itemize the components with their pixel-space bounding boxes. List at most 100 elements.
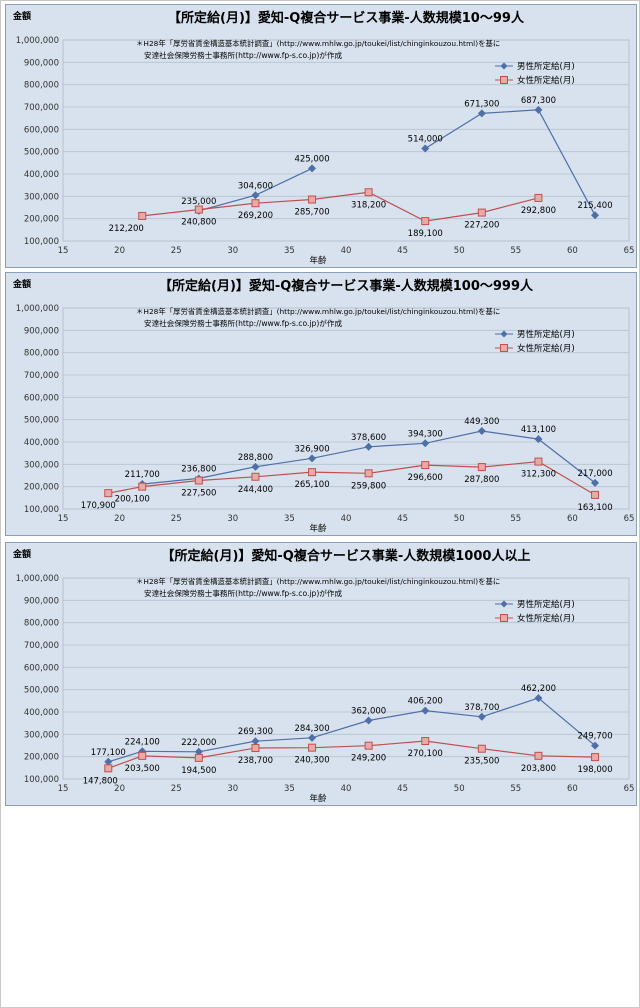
data-point: [534, 694, 543, 703]
chart-title: 【所定給(月)】愛知-Q複合サービス事業-人数規模1000人以上: [162, 548, 531, 564]
data-point: [364, 741, 373, 750]
source-note-line-1: ＊H28年「厚労省賃金構造基本統計調査」(http://www.mhlw.go.…: [136, 307, 500, 316]
data-label: 211,700: [125, 470, 160, 480]
legend-marker: [500, 614, 508, 622]
y-tick-label: 800,000: [24, 349, 59, 359]
data-point: [534, 457, 543, 466]
data-point: [138, 211, 147, 220]
data-label: 170,900: [81, 501, 116, 511]
y-tick-label: 900,000: [24, 58, 59, 68]
data-label: 203,800: [521, 764, 556, 774]
data-label: 147,800: [83, 776, 118, 786]
y-tick-label: 400,000: [24, 708, 59, 718]
x-tick-label: 20: [114, 514, 125, 524]
data-point: [138, 482, 147, 491]
legend-marker: [500, 76, 508, 84]
data-label: 296,600: [408, 473, 443, 483]
legend-marker: [500, 330, 508, 338]
data-label: 222,000: [181, 738, 216, 748]
data-point: [364, 469, 373, 478]
x-tick-label: 60: [567, 784, 578, 794]
x-tick-label: 55: [510, 514, 521, 524]
x-tick-label: 15: [58, 246, 69, 256]
y-axis-label: 金額: [12, 10, 31, 22]
y-tick-label: 400,000: [24, 170, 59, 180]
data-label: 235,000: [181, 197, 216, 207]
x-tick-label: 55: [510, 784, 521, 794]
y-tick-label: 200,000: [24, 215, 59, 225]
x-tick-label: 25: [171, 784, 182, 794]
x-tick-label: 35: [284, 784, 295, 794]
data-point: [591, 490, 600, 499]
data-point: [477, 744, 486, 753]
x-tick-label: 55: [510, 246, 521, 256]
legend-label: 女性所定給(月): [517, 75, 575, 86]
chart-title: 【所定給(月)】愛知-Q複合サービス事業-人数規模10～99人: [168, 10, 525, 26]
y-tick-label: 500,000: [24, 686, 59, 696]
data-label: 362,000: [351, 706, 386, 716]
data-label: 287,800: [464, 475, 499, 485]
x-tick-label: 15: [58, 514, 69, 524]
chart-title: 【所定給(月)】愛知-Q複合サービス事業-人数規模100～999人: [159, 278, 534, 294]
x-tick-label: 50: [454, 246, 465, 256]
data-point: [421, 461, 430, 470]
x-tick-label: 45: [397, 514, 408, 524]
data-point: [308, 733, 317, 742]
y-tick-label: 200,000: [24, 753, 59, 763]
chart-svg-1: 【所定給(月)】愛知-Q複合サービス事業-人数規模10～99人 金額 100,000…: [12, 10, 634, 266]
data-label: 265,100: [294, 480, 329, 490]
data-point: [308, 164, 317, 173]
data-point: [534, 105, 543, 114]
data-point: [251, 737, 260, 746]
x-tick-label: 20: [114, 246, 125, 256]
series-line: [108, 697, 596, 763]
data-label: 406,200: [408, 697, 443, 707]
data-point: [477, 463, 486, 472]
y-tick-label: 100,000: [24, 505, 59, 515]
x-tick-label: 25: [171, 246, 182, 256]
x-tick-label: 40: [341, 784, 352, 794]
data-label: 270,100: [408, 749, 443, 759]
chart-svg-2: 【所定給(月)】愛知-Q複合サービス事業-人数規模100～999人 金額 100,0…: [12, 278, 634, 534]
source-note-line-1: ＊H28年「厚労省賃金構造基本統計調査」(http://www.mhlw.go.…: [136, 577, 500, 586]
data-label: 235,500: [464, 757, 499, 767]
y-tick-label: 400,000: [24, 438, 59, 448]
series-line: [142, 191, 539, 222]
y-tick-label: 500,000: [24, 416, 59, 426]
data-label: 215,400: [577, 201, 612, 211]
data-point: [308, 468, 317, 477]
source-note-line-2: 安達社会保険労務士事務所(http://www.fp-s.co.jp)が作成: [144, 318, 342, 328]
data-label: 514,000: [408, 135, 443, 145]
x-tick-label: 45: [397, 246, 408, 256]
data-label: 292,800: [521, 206, 556, 216]
data-label: 240,800: [181, 218, 216, 228]
y-tick-label: 800,000: [24, 619, 59, 629]
x-tick-label: 30: [227, 784, 238, 794]
data-label: 687,300: [521, 96, 556, 106]
x-tick-label: 50: [454, 784, 465, 794]
data-point: [194, 476, 203, 485]
x-tick-label: 50: [454, 514, 465, 524]
x-tick-label: 60: [567, 514, 578, 524]
data-label: 378,600: [351, 433, 386, 443]
source-note-line-2: 安達社会保険労務士事務所(http://www.fp-s.co.jp)が作成: [144, 50, 342, 60]
data-point: [477, 208, 486, 217]
y-tick-label: 1,000,000: [16, 574, 59, 584]
y-tick-label: 600,000: [24, 663, 59, 673]
y-tick-label: 300,000: [24, 460, 59, 470]
data-point: [104, 489, 113, 498]
data-label: 425,000: [294, 154, 329, 164]
source-note-line-2: 安達社会保険労務士事務所(http://www.fp-s.co.jp)が作成: [144, 588, 342, 598]
data-label: 240,300: [294, 756, 329, 766]
y-tick-label: 500,000: [24, 148, 59, 158]
source-note-line-1: ＊H28年「厚労省賃金構造基本統計調査」(http://www.mhlw.go.…: [136, 39, 500, 48]
data-label: 269,300: [238, 727, 273, 737]
data-label: 326,900: [294, 444, 329, 454]
data-label: 238,700: [238, 756, 273, 766]
data-label: 462,200: [521, 684, 556, 694]
series-line: [108, 460, 596, 496]
data-point: [138, 751, 147, 760]
chart-panel-1: 【所定給(月)】愛知-Q複合サービス事業-人数規模10～99人 金額 100,000…: [5, 4, 637, 268]
data-point: [364, 188, 373, 197]
